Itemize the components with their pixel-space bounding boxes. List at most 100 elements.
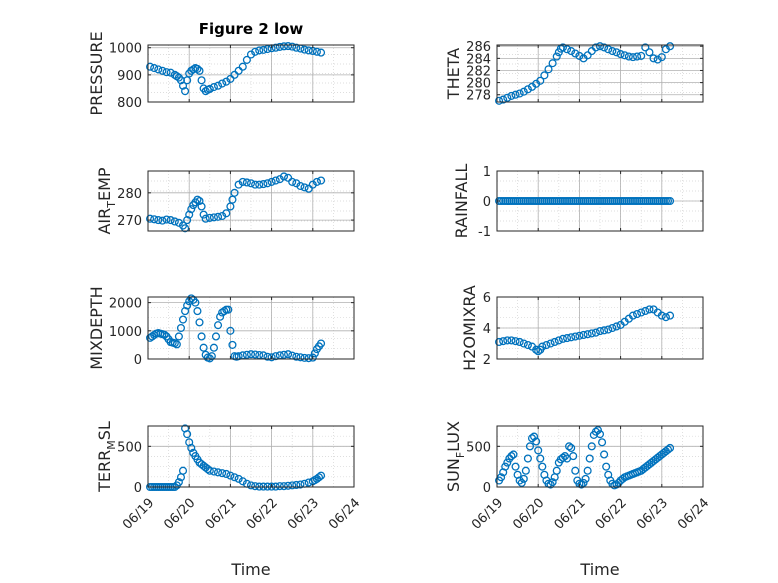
data-point xyxy=(220,307,229,316)
data-point xyxy=(174,332,183,341)
data-point xyxy=(575,331,584,340)
data-point xyxy=(600,326,609,335)
data-point xyxy=(312,47,321,56)
data-point xyxy=(275,482,284,491)
data-point xyxy=(523,454,532,463)
data-point xyxy=(558,453,567,462)
data-point xyxy=(612,322,621,331)
data-point xyxy=(612,480,621,489)
data-point xyxy=(624,52,633,61)
figure-title: Figure 2 low xyxy=(199,20,304,38)
data-point xyxy=(199,343,208,352)
data-point xyxy=(263,352,272,361)
data-point xyxy=(183,430,192,439)
data-point xyxy=(312,177,321,186)
y-tick-label: 286 xyxy=(466,40,491,55)
data-point xyxy=(608,47,617,56)
data-point xyxy=(255,351,264,360)
data-point xyxy=(201,214,210,223)
x-tick-label: 06/21 xyxy=(203,496,240,533)
data-point xyxy=(193,195,202,204)
data-point xyxy=(230,188,239,197)
data-point xyxy=(209,467,218,476)
data-point xyxy=(246,350,256,359)
data-point xyxy=(665,311,675,320)
data-point xyxy=(251,47,260,56)
data-point xyxy=(511,337,520,346)
data-point xyxy=(154,216,163,225)
data-point xyxy=(503,93,512,102)
data-point xyxy=(548,478,557,487)
data-point xyxy=(197,76,206,85)
x-tick-label: 06/23 xyxy=(634,496,671,533)
data-point xyxy=(538,462,547,471)
y-tick-label: 278 xyxy=(466,89,491,104)
data-point xyxy=(546,480,555,489)
y-tick-label: 1000 xyxy=(109,42,142,57)
data-point xyxy=(259,180,268,189)
data-point xyxy=(251,180,260,189)
data-point xyxy=(591,328,600,337)
data-point xyxy=(205,84,214,94)
data-point xyxy=(316,339,326,348)
data-point xyxy=(641,306,650,316)
y-axis-label: THETA xyxy=(444,48,463,100)
data-point xyxy=(279,350,289,359)
data-point xyxy=(150,64,159,73)
data-point xyxy=(251,350,260,359)
data-point xyxy=(304,184,313,193)
data-point xyxy=(271,176,280,185)
x-tick-label: 06/22 xyxy=(244,496,281,533)
y-tick-label: 500 xyxy=(466,440,491,455)
data-point xyxy=(585,454,594,463)
data-point xyxy=(618,474,627,483)
data-point xyxy=(637,51,646,60)
data-point xyxy=(304,354,313,363)
data-point xyxy=(534,347,543,356)
data-point xyxy=(218,469,227,478)
data-point xyxy=(209,213,218,222)
data-point xyxy=(595,42,605,51)
y-tick-label: 284 xyxy=(466,52,491,67)
data-point xyxy=(571,49,580,58)
axes-box xyxy=(496,425,704,488)
data-point xyxy=(515,89,524,98)
y-axis-label: TERRMSL xyxy=(95,421,118,493)
data-point xyxy=(511,462,520,471)
data-point xyxy=(284,42,293,51)
data-point xyxy=(503,336,512,345)
data-point xyxy=(284,481,293,490)
axes-box xyxy=(147,44,355,103)
data-point xyxy=(199,210,208,219)
x-tick-label: 06/20 xyxy=(161,496,198,533)
data-point xyxy=(166,68,175,77)
data-point xyxy=(195,318,204,327)
data-point xyxy=(284,350,293,359)
data-point xyxy=(193,307,202,316)
data-point xyxy=(665,443,675,453)
data-point xyxy=(507,336,516,345)
data-point xyxy=(300,45,309,54)
data-point xyxy=(162,68,171,77)
data-point xyxy=(288,42,297,51)
data-point xyxy=(224,305,233,314)
data-point xyxy=(230,70,239,79)
y-tick-label: 900 xyxy=(117,69,142,84)
data-point xyxy=(304,46,313,55)
y-tick-label: 280 xyxy=(117,187,142,202)
data-point xyxy=(183,216,192,225)
data-point xyxy=(628,53,638,62)
data-point xyxy=(316,471,326,480)
data-point xyxy=(296,480,305,489)
data-point xyxy=(538,342,547,351)
data-point xyxy=(530,432,539,441)
data-point xyxy=(612,48,621,57)
data-point xyxy=(193,64,202,73)
data-point xyxy=(146,214,155,223)
data-point xyxy=(259,45,268,54)
data-point xyxy=(172,72,181,81)
data-point xyxy=(275,42,284,51)
data-point xyxy=(213,81,223,90)
data-point xyxy=(534,446,543,455)
data-point xyxy=(160,330,169,339)
